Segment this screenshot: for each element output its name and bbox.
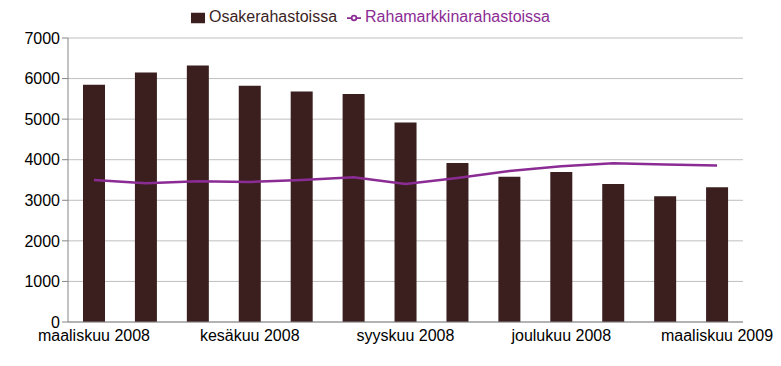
html-text:Rahamarkkinarahastoissa: Rahamarkkinarahastoissa bbox=[365, 8, 550, 25]
svg-text:5000: 5000 bbox=[24, 111, 60, 128]
svg-text:syyskuu 2008: syyskuu 2008 bbox=[357, 327, 455, 344]
svg-text:2000: 2000 bbox=[24, 233, 60, 250]
html-text:Osakerahastoissa: Osakerahastoissa bbox=[209, 8, 337, 25]
svg-text:1000: 1000 bbox=[24, 273, 60, 290]
svg-text:7000: 7000 bbox=[24, 30, 60, 47]
svg-text:maaliskuu 2008: maaliskuu 2008 bbox=[37, 327, 150, 345]
svg-text:3000: 3000 bbox=[24, 192, 60, 209]
svg-text:joulukuu 2008: joulukuu 2008 bbox=[510, 327, 611, 344]
svg-text:6000: 6000 bbox=[24, 70, 60, 87]
svg-text:kesäkuu 2008: kesäkuu 2008 bbox=[200, 327, 300, 344]
svg-text:0: 0 bbox=[51, 314, 60, 331]
svg-text:maaliskuu 2009: maaliskuu 2009 bbox=[661, 327, 773, 344]
svg-text:4000: 4000 bbox=[24, 151, 60, 168]
